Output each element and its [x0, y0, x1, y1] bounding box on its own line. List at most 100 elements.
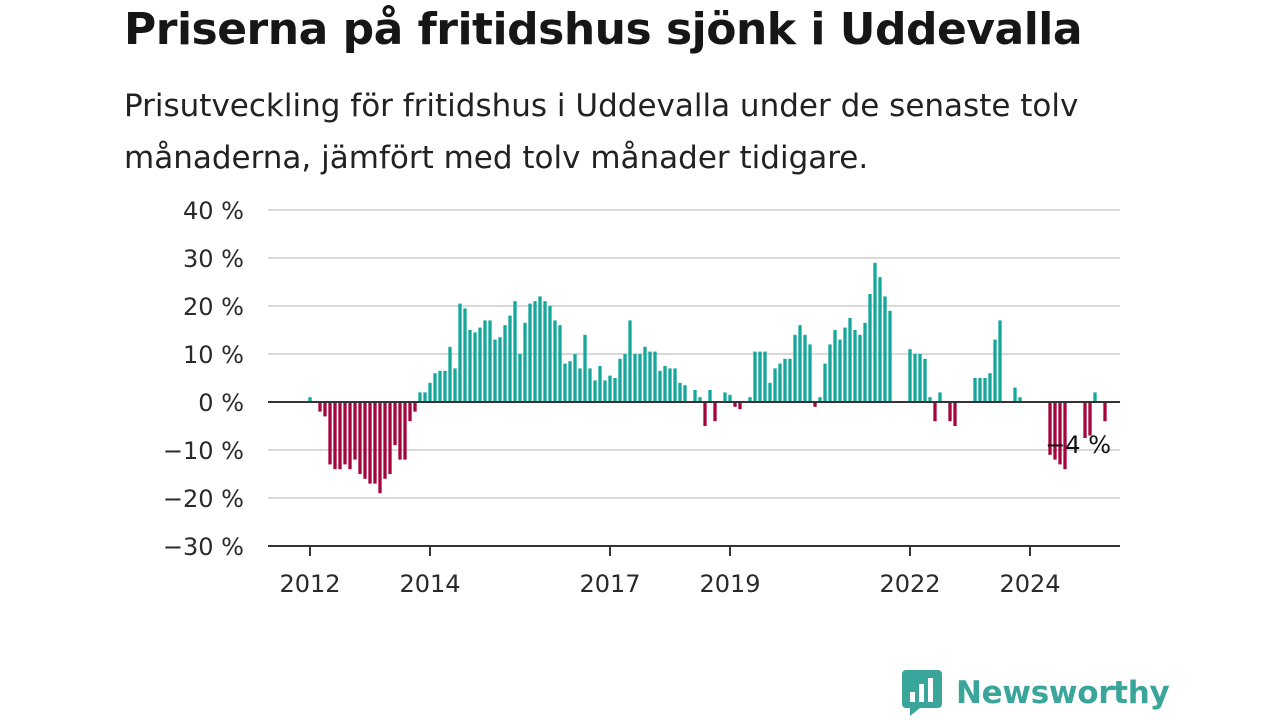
bar [908, 349, 912, 402]
bar [363, 402, 367, 479]
bar [528, 303, 532, 402]
brand-name: Newsworthy [956, 675, 1170, 711]
bar [618, 358, 622, 402]
bar [883, 296, 887, 402]
bar [573, 354, 577, 402]
bar [1018, 397, 1022, 402]
bar [563, 363, 567, 402]
bar [423, 392, 427, 402]
bar [933, 402, 937, 422]
bar [988, 373, 992, 402]
bar [918, 354, 922, 402]
bar [393, 402, 397, 446]
bar [343, 402, 347, 465]
bar [1103, 402, 1107, 422]
bar [623, 354, 627, 402]
bar [518, 354, 522, 402]
y-tick-label: 10 % [183, 341, 244, 369]
bar [598, 366, 602, 402]
bar [668, 368, 672, 402]
x-tick-label: 2024 [999, 570, 1060, 598]
y-tick-label: −30 % [163, 533, 244, 561]
bar [328, 402, 332, 465]
bar [873, 262, 877, 402]
bar [948, 402, 952, 422]
bar [683, 385, 687, 402]
bar [733, 402, 737, 407]
bar [983, 378, 987, 402]
bar [648, 351, 652, 402]
bar [713, 402, 717, 422]
bar [643, 346, 647, 402]
x-tick-label: 2014 [399, 570, 460, 598]
bar [523, 322, 527, 402]
bar-chart-speech-bubble-icon [902, 670, 942, 716]
bar [408, 402, 412, 422]
bar [318, 402, 322, 412]
bar [1088, 402, 1092, 436]
bar [353, 402, 357, 460]
bar [603, 380, 607, 402]
bar [678, 382, 682, 402]
bar [538, 296, 542, 402]
bars-layer [308, 262, 1107, 494]
bar [578, 368, 582, 402]
bar [663, 366, 667, 402]
bar [333, 402, 337, 470]
bar [853, 330, 857, 402]
bar [558, 325, 562, 402]
bar [593, 380, 597, 402]
bar [1093, 392, 1097, 402]
bar [823, 363, 827, 402]
y-tick-label: 40 % [183, 197, 244, 225]
bar [808, 344, 812, 402]
bar [843, 327, 847, 402]
bar [468, 330, 472, 402]
y-tick-label: −10 % [163, 437, 244, 465]
bar [388, 402, 392, 474]
bar [368, 402, 372, 484]
bar [818, 397, 822, 402]
bar [493, 339, 497, 402]
bar [568, 361, 572, 402]
bar [548, 306, 552, 402]
bar [913, 354, 917, 402]
bar [708, 390, 712, 402]
y-tick-label: 30 % [183, 245, 244, 273]
bar [503, 325, 507, 402]
bar [748, 397, 752, 402]
bar [753, 351, 757, 402]
bar [448, 346, 452, 402]
bar [483, 320, 487, 402]
bar [673, 368, 677, 402]
x-tick-label: 2019 [699, 570, 760, 598]
bar [863, 322, 867, 402]
bar [513, 301, 517, 402]
bar [373, 402, 377, 484]
bar [583, 334, 587, 402]
bar [703, 402, 707, 426]
bar [923, 358, 927, 402]
bar [438, 370, 442, 402]
bar [758, 351, 762, 402]
bar [458, 303, 462, 402]
bar [978, 378, 982, 402]
bar [803, 334, 807, 402]
bar [693, 390, 697, 402]
x-tick-label: 2012 [279, 570, 340, 598]
bar [638, 354, 642, 402]
bar [798, 325, 802, 402]
bar [698, 397, 702, 402]
bar [888, 310, 892, 402]
bar [723, 392, 727, 402]
bar [403, 402, 407, 460]
bar [338, 402, 342, 470]
bar [848, 318, 852, 402]
bar [998, 320, 1002, 402]
bar [478, 327, 482, 402]
bar [418, 392, 422, 402]
bar [443, 370, 447, 402]
bar [633, 354, 637, 402]
bar [533, 301, 537, 402]
